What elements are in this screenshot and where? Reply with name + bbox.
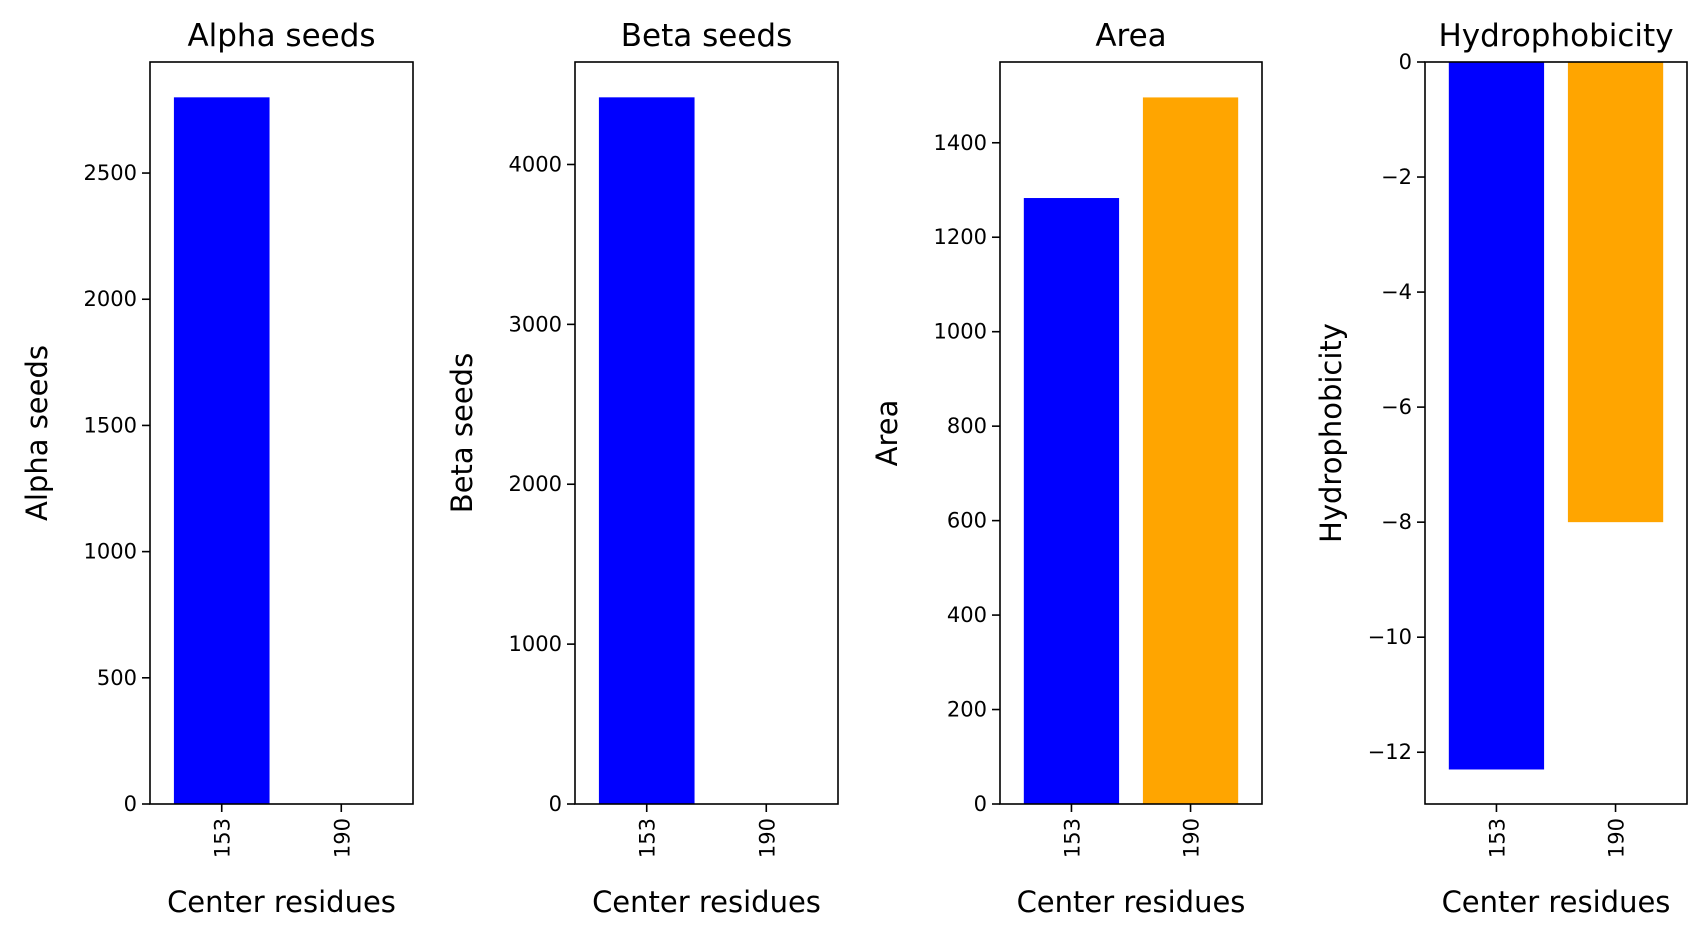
y-tick-label: 1200 — [934, 225, 987, 249]
x-tick-label: 190 — [330, 818, 354, 858]
y-tick-label: 2000 — [509, 472, 562, 496]
y-axis-title: Alpha seeds — [20, 345, 54, 521]
y-tick-label: −10 — [1368, 625, 1412, 649]
x-axis-title: Center residues — [167, 885, 396, 919]
y-axis-title: Beta seeds — [445, 353, 479, 513]
y-tick-label: 0 — [549, 792, 562, 816]
bar-190 — [1567, 62, 1664, 523]
bar-153 — [1448, 62, 1545, 770]
plot-frame — [574, 61, 839, 805]
y-tick-label: 1500 — [84, 413, 137, 437]
x-axis-title: Center residues — [1442, 885, 1671, 919]
x-tick-label: 153 — [636, 818, 660, 858]
y-tick-label: 800 — [947, 414, 987, 438]
bar-153 — [598, 97, 695, 805]
x-tick-label: 153 — [211, 818, 235, 858]
bar-190 — [1142, 97, 1239, 805]
y-tick-label: −8 — [1381, 510, 1412, 534]
y-tick-label: 1400 — [934, 131, 987, 155]
x-tick-label: 153 — [1485, 818, 1509, 858]
y-axis-title: Hydrophobicity — [1314, 323, 1348, 543]
y-tick-label: 500 — [97, 666, 137, 690]
plot-frame — [149, 61, 414, 805]
y-tick-label: 600 — [947, 509, 987, 533]
x-axis-title: Center residues — [592, 885, 821, 919]
y-axis-title: Area — [870, 400, 904, 467]
panel-title: Area — [1095, 18, 1166, 54]
y-tick-label: 2500 — [84, 161, 137, 185]
bar-153 — [173, 97, 270, 805]
x-tick-label: 190 — [1180, 818, 1204, 858]
y-tick-label: 400 — [947, 603, 987, 627]
y-tick-label: −6 — [1381, 395, 1412, 419]
x-tick-label: 190 — [1605, 818, 1629, 858]
panel-title: Beta seeds — [621, 18, 792, 54]
plot-frame — [999, 61, 1263, 805]
y-tick-label: 1000 — [84, 540, 137, 564]
y-tick-label: 2000 — [84, 287, 137, 311]
y-tick-label: 200 — [947, 698, 987, 722]
y-tick-label: −12 — [1368, 740, 1412, 764]
x-tick-label: 153 — [1060, 818, 1084, 858]
y-tick-label: −2 — [1381, 165, 1412, 189]
y-tick-label: −4 — [1381, 280, 1412, 304]
y-tick-label: 1000 — [934, 320, 987, 344]
y-tick-label: 3000 — [509, 312, 562, 336]
y-tick-label: 0 — [1399, 50, 1412, 74]
y-tick-label: 1000 — [509, 632, 562, 656]
y-tick-label: 0 — [124, 792, 137, 816]
x-tick-label: 190 — [755, 818, 779, 858]
panel-title: Hydrophobicity — [1438, 18, 1673, 54]
panel-title: Alpha seeds — [187, 18, 375, 54]
y-tick-label: 0 — [974, 792, 987, 816]
bar-153 — [1023, 198, 1120, 805]
x-axis-title: Center residues — [1017, 885, 1246, 919]
plot-frame — [1424, 61, 1688, 805]
y-tick-label: 4000 — [509, 152, 562, 176]
